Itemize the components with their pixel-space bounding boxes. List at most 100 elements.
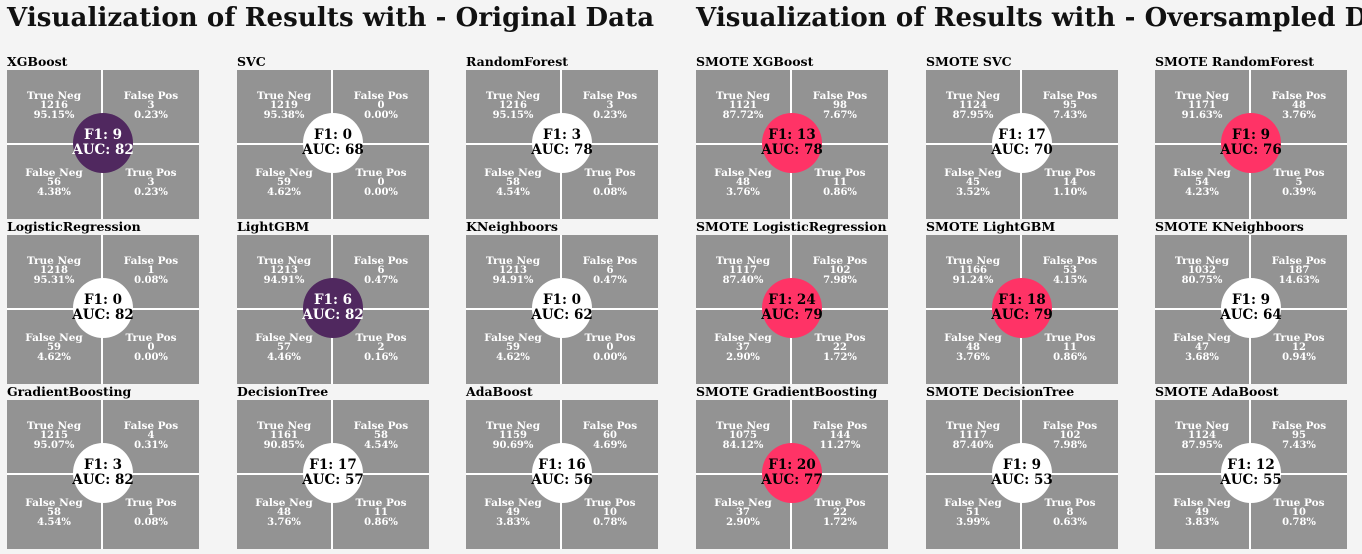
confusion-matrix-panel: SMOTE LogisticRegression True Neg 1117 87.4… xyxy=(696,219,888,388)
cell-percent: 2.90% xyxy=(726,517,760,528)
f1-score-label: F1: 24 xyxy=(768,292,816,308)
cell-count: 58 xyxy=(374,429,388,441)
cell-percent: 91.63% xyxy=(1181,109,1223,121)
cell-percent: 0.78% xyxy=(1282,517,1316,528)
auc-score-label: AUC: 76 xyxy=(1220,142,1282,158)
cell-label: False Neg xyxy=(25,497,83,509)
auc-score-label: AUC: 68 xyxy=(302,142,364,158)
cell-count: 58 xyxy=(506,177,520,188)
panel-title: RandomForest xyxy=(466,54,569,69)
cell-label: False Neg xyxy=(255,332,313,344)
cell-count: 5 xyxy=(1295,177,1303,188)
cell-label: False Neg xyxy=(25,167,83,179)
confusion-matrix-panel: LogisticRegression True Neg 1218 95.31% Fals… xyxy=(7,219,199,388)
cell-count: 11 xyxy=(1063,342,1077,353)
confusion-matrix-panel: XGBoost True Neg 1216 95.15% False Pos 3 0.23%… xyxy=(7,54,199,223)
cell-label: False Pos xyxy=(812,89,868,102)
cell-percent: 0.00% xyxy=(364,187,398,198)
confusion-matrix-panel: RandomForest True Neg 1216 95.15% False Pos 3… xyxy=(466,54,658,223)
cell-percent: 95.15% xyxy=(492,109,534,121)
cell-percent: 95.31% xyxy=(33,274,75,286)
cell-count: 4 xyxy=(147,429,155,441)
cell-count: 1213 xyxy=(499,264,527,276)
cell-label: True Pos xyxy=(355,497,407,509)
cell-label: False Neg xyxy=(944,167,1002,179)
cell-label: True Neg xyxy=(1174,254,1230,267)
oversampled-section-title: Visualization of Results with - Oversamp… xyxy=(696,3,1362,33)
cell-percent: 3.83% xyxy=(1185,517,1219,528)
true-negative-cell: True Neg 1218 95.31% xyxy=(7,235,101,308)
panel-title: GradientBoosting xyxy=(7,384,132,399)
cell-percent: 7.98% xyxy=(1053,439,1087,451)
cell-label: True Pos xyxy=(1044,167,1096,179)
cell-count: 57 xyxy=(277,342,291,353)
cell-count: 1166 xyxy=(959,264,987,276)
cell-count: 1 xyxy=(606,177,614,188)
cell-count: 1 xyxy=(147,507,155,518)
true-negative-cell: True Neg 1213 94.91% xyxy=(237,235,331,308)
cell-count: 53 xyxy=(1063,264,1077,276)
cell-label: False Pos xyxy=(123,419,179,432)
cell-label: False Neg xyxy=(714,497,772,509)
cell-count: 3 xyxy=(606,99,614,111)
auc-score-label: AUC: 82 xyxy=(72,472,134,488)
cell-label: False Pos xyxy=(1042,254,1098,267)
cell-percent: 0.86% xyxy=(1053,352,1087,363)
auc-score-label: AUC: 82 xyxy=(72,307,134,323)
cell-count: 6 xyxy=(377,264,385,276)
false-negative-cell: False Neg 49 3.83% xyxy=(466,475,560,549)
score-circle: F1: 9 AUC: 53 xyxy=(991,443,1053,503)
true-positive-cell: True Pos 14 1.10% xyxy=(1022,145,1118,219)
cell-label: True Neg xyxy=(485,89,541,102)
cell-percent: 4.23% xyxy=(1185,187,1219,198)
cell-count: 1124 xyxy=(959,99,987,111)
cell-percent: 7.67% xyxy=(823,109,857,121)
auc-score-label: AUC: 82 xyxy=(72,142,134,158)
cell-label: True Neg xyxy=(1174,89,1230,102)
cell-count: 2 xyxy=(377,342,385,353)
f1-score-label: F1: 3 xyxy=(83,457,123,473)
cell-count: 37 xyxy=(736,342,750,353)
cell-label: True Neg xyxy=(715,89,771,102)
f1-score-label: F1: 0 xyxy=(83,292,123,308)
cell-percent: 87.40% xyxy=(952,439,994,451)
cell-percent: 3.76% xyxy=(956,352,990,363)
cell-label: True Pos xyxy=(125,167,177,179)
cell-count: 47 xyxy=(1195,342,1209,353)
cell-count: 11 xyxy=(833,177,847,188)
confusion-matrix-grid: True Neg 1219 95.38% False Pos 0 0.00% False N… xyxy=(237,70,429,219)
auc-score-label: AUC: 77 xyxy=(761,472,823,488)
cell-label: False Neg xyxy=(1173,167,1231,179)
confusion-matrix-panel: SMOTE XGBoost True Neg 1121 87.72% False Pos… xyxy=(696,54,888,223)
cell-count: 10 xyxy=(603,507,617,518)
false-positive-cell: False Pos 3 0.23% xyxy=(103,70,199,143)
confusion-matrix-panel: SMOTE DecisionTree True Neg 1117 87.40% Fals… xyxy=(926,384,1118,553)
score-circle: F1: 20 AUC: 77 xyxy=(761,443,823,503)
confusion-matrix-grid: True Neg 1124 87.95% False Pos 95 7.43% False … xyxy=(926,70,1118,219)
auc-score-label: AUC: 62 xyxy=(531,307,593,323)
cell-percent: 94.91% xyxy=(492,274,534,286)
cell-label: True Pos xyxy=(584,332,636,344)
cell-count: 49 xyxy=(506,507,520,518)
cell-label: False Pos xyxy=(123,89,179,102)
cell-label: False Neg xyxy=(1173,497,1231,509)
panel-title: SMOTE LogisticRegression xyxy=(696,219,887,234)
f1-score-label: F1: 0 xyxy=(542,292,582,308)
original-section-title: Visualization of Results with - Original… xyxy=(7,3,655,33)
cell-count: 49 xyxy=(1195,507,1209,518)
cell-percent: 4.38% xyxy=(37,187,71,198)
cell-count: 8 xyxy=(1066,507,1074,518)
score-circle: F1: 18 AUC: 79 xyxy=(991,278,1053,338)
false-negative-cell: False Neg 58 4.54% xyxy=(7,475,101,549)
true-negative-cell: True Neg 1216 95.15% xyxy=(466,70,560,143)
panel-title: AdaBoost xyxy=(466,384,533,399)
f1-score-label: F1: 9 xyxy=(1231,127,1271,143)
cell-percent: 0.16% xyxy=(364,352,398,363)
panel-title: SVC xyxy=(237,54,266,69)
cell-percent: 0.94% xyxy=(1282,352,1316,363)
cell-count: 1213 xyxy=(270,264,298,276)
score-circle: F1: 9 AUC: 76 xyxy=(1220,113,1282,173)
cell-count: 59 xyxy=(47,342,61,353)
score-circle: F1: 3 AUC: 82 xyxy=(72,443,134,503)
cell-percent: 87.72% xyxy=(722,109,764,121)
